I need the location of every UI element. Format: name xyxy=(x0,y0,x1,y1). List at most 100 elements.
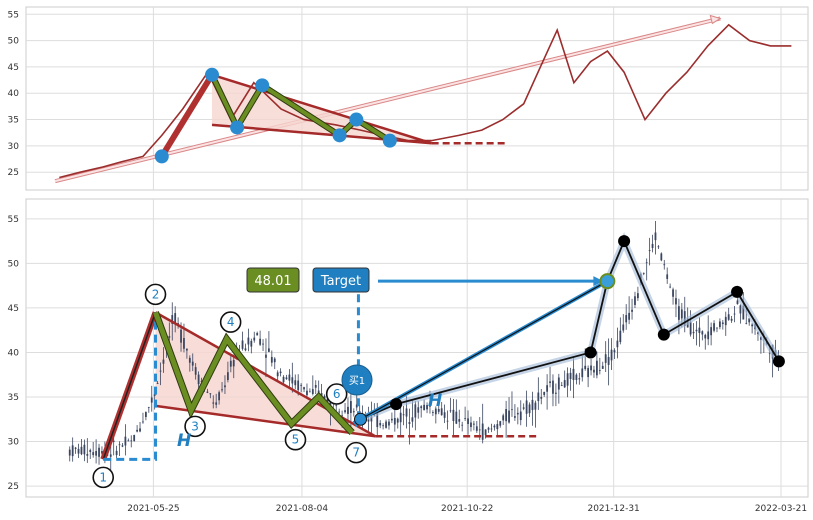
candle-body xyxy=(162,359,165,364)
candle-body xyxy=(555,392,557,394)
target-reached-point xyxy=(599,273,616,290)
target-line-head xyxy=(593,276,604,287)
candle-body xyxy=(247,337,250,345)
candle-body xyxy=(215,402,218,405)
candle-body xyxy=(502,415,505,421)
bottom-x-tick-label: 2021-05-25 xyxy=(127,504,179,514)
candle-body xyxy=(262,343,264,345)
candle-body xyxy=(194,367,197,375)
top-pattern-point xyxy=(230,120,245,135)
candle-body xyxy=(642,272,645,274)
candle-body xyxy=(98,447,100,457)
candle-body xyxy=(455,411,458,424)
top-pattern-point xyxy=(255,78,270,93)
candle-body xyxy=(338,411,341,413)
candle-body xyxy=(575,374,578,380)
candle-body xyxy=(719,321,721,328)
candle-body xyxy=(490,428,493,430)
top-panel-grid xyxy=(26,7,808,190)
candle-body xyxy=(449,410,452,412)
candle-body xyxy=(218,392,221,401)
bottom-y-tick-label: 55 xyxy=(8,215,19,225)
candle-body xyxy=(534,402,537,410)
candle-body xyxy=(408,422,411,424)
buy-marker-text: 买1 xyxy=(349,375,365,387)
candle-body xyxy=(768,352,771,354)
candle-body xyxy=(496,424,499,430)
candle-body xyxy=(543,391,546,395)
top-panel-plot xyxy=(54,14,792,184)
top-rise-leg xyxy=(159,73,215,158)
candle-body xyxy=(472,423,475,425)
candle-body xyxy=(467,418,469,424)
candle-body xyxy=(481,423,484,440)
candle-body xyxy=(130,440,133,442)
candle-body xyxy=(470,422,472,428)
candle-body xyxy=(344,410,346,413)
top-price-line xyxy=(59,23,792,179)
bottom-panel-frame xyxy=(25,198,809,498)
bottom-y-tick-label: 30 xyxy=(8,438,20,448)
bottom-x-tick-label: 2022-03-21 xyxy=(755,504,807,514)
candle-body xyxy=(349,401,352,413)
projection-arrow-core xyxy=(360,280,608,420)
candle-body xyxy=(452,409,455,422)
candle-body xyxy=(317,390,320,394)
candle-body xyxy=(279,371,282,374)
candle-body xyxy=(276,372,279,377)
candle-body xyxy=(142,421,144,423)
candle-body xyxy=(92,452,95,456)
candle-body xyxy=(265,354,267,358)
candle-body xyxy=(429,405,431,407)
candle-body xyxy=(200,380,203,382)
candle-body xyxy=(300,384,303,386)
candle-body xyxy=(616,340,619,348)
pattern-point-marker xyxy=(219,311,242,333)
candle-body xyxy=(206,391,209,393)
candle-body xyxy=(291,377,294,384)
top-y-tick-label: 50 xyxy=(8,37,20,47)
candle-body xyxy=(666,274,669,279)
candle-body xyxy=(707,331,710,340)
candle-body xyxy=(224,385,226,388)
candle-body xyxy=(393,418,396,425)
candle-body xyxy=(367,419,370,422)
pattern-point-label: 2 xyxy=(152,287,160,301)
candle-body xyxy=(675,298,677,305)
bottom-y-tick-label: 25 xyxy=(8,482,19,492)
candle-body xyxy=(437,408,440,412)
pattern-point-label: 4 xyxy=(227,315,235,329)
candle-body xyxy=(557,377,560,390)
candle-body xyxy=(396,418,399,423)
candle-body xyxy=(546,385,549,392)
candle-body xyxy=(751,324,754,327)
candle-body xyxy=(89,450,92,452)
top-panel-frame xyxy=(25,6,809,191)
top-y-tick-label: 40 xyxy=(8,89,20,99)
candle-body xyxy=(420,406,423,409)
candle-body xyxy=(727,314,730,320)
top-pattern-point xyxy=(204,67,219,82)
breakout-point xyxy=(772,355,785,368)
candle-body xyxy=(549,381,551,383)
candle-body xyxy=(306,390,308,396)
top-upper-border xyxy=(211,73,433,145)
candle-body xyxy=(654,232,657,241)
top-y-tick-label: 35 xyxy=(8,116,19,126)
candle-body xyxy=(118,444,121,446)
candle-body xyxy=(86,453,89,456)
candle-body xyxy=(127,440,130,442)
target-label-badge: Target xyxy=(312,267,370,293)
candle-body xyxy=(440,408,443,416)
candle-body xyxy=(150,397,153,403)
candle-body xyxy=(303,387,305,390)
candle-body xyxy=(414,404,417,418)
candle-body xyxy=(590,365,592,371)
candle-body xyxy=(411,417,414,422)
candle-body xyxy=(177,323,180,324)
candle-body xyxy=(493,425,496,428)
candle-body xyxy=(584,365,587,370)
candle-body xyxy=(522,407,525,409)
candle-body xyxy=(730,318,733,321)
